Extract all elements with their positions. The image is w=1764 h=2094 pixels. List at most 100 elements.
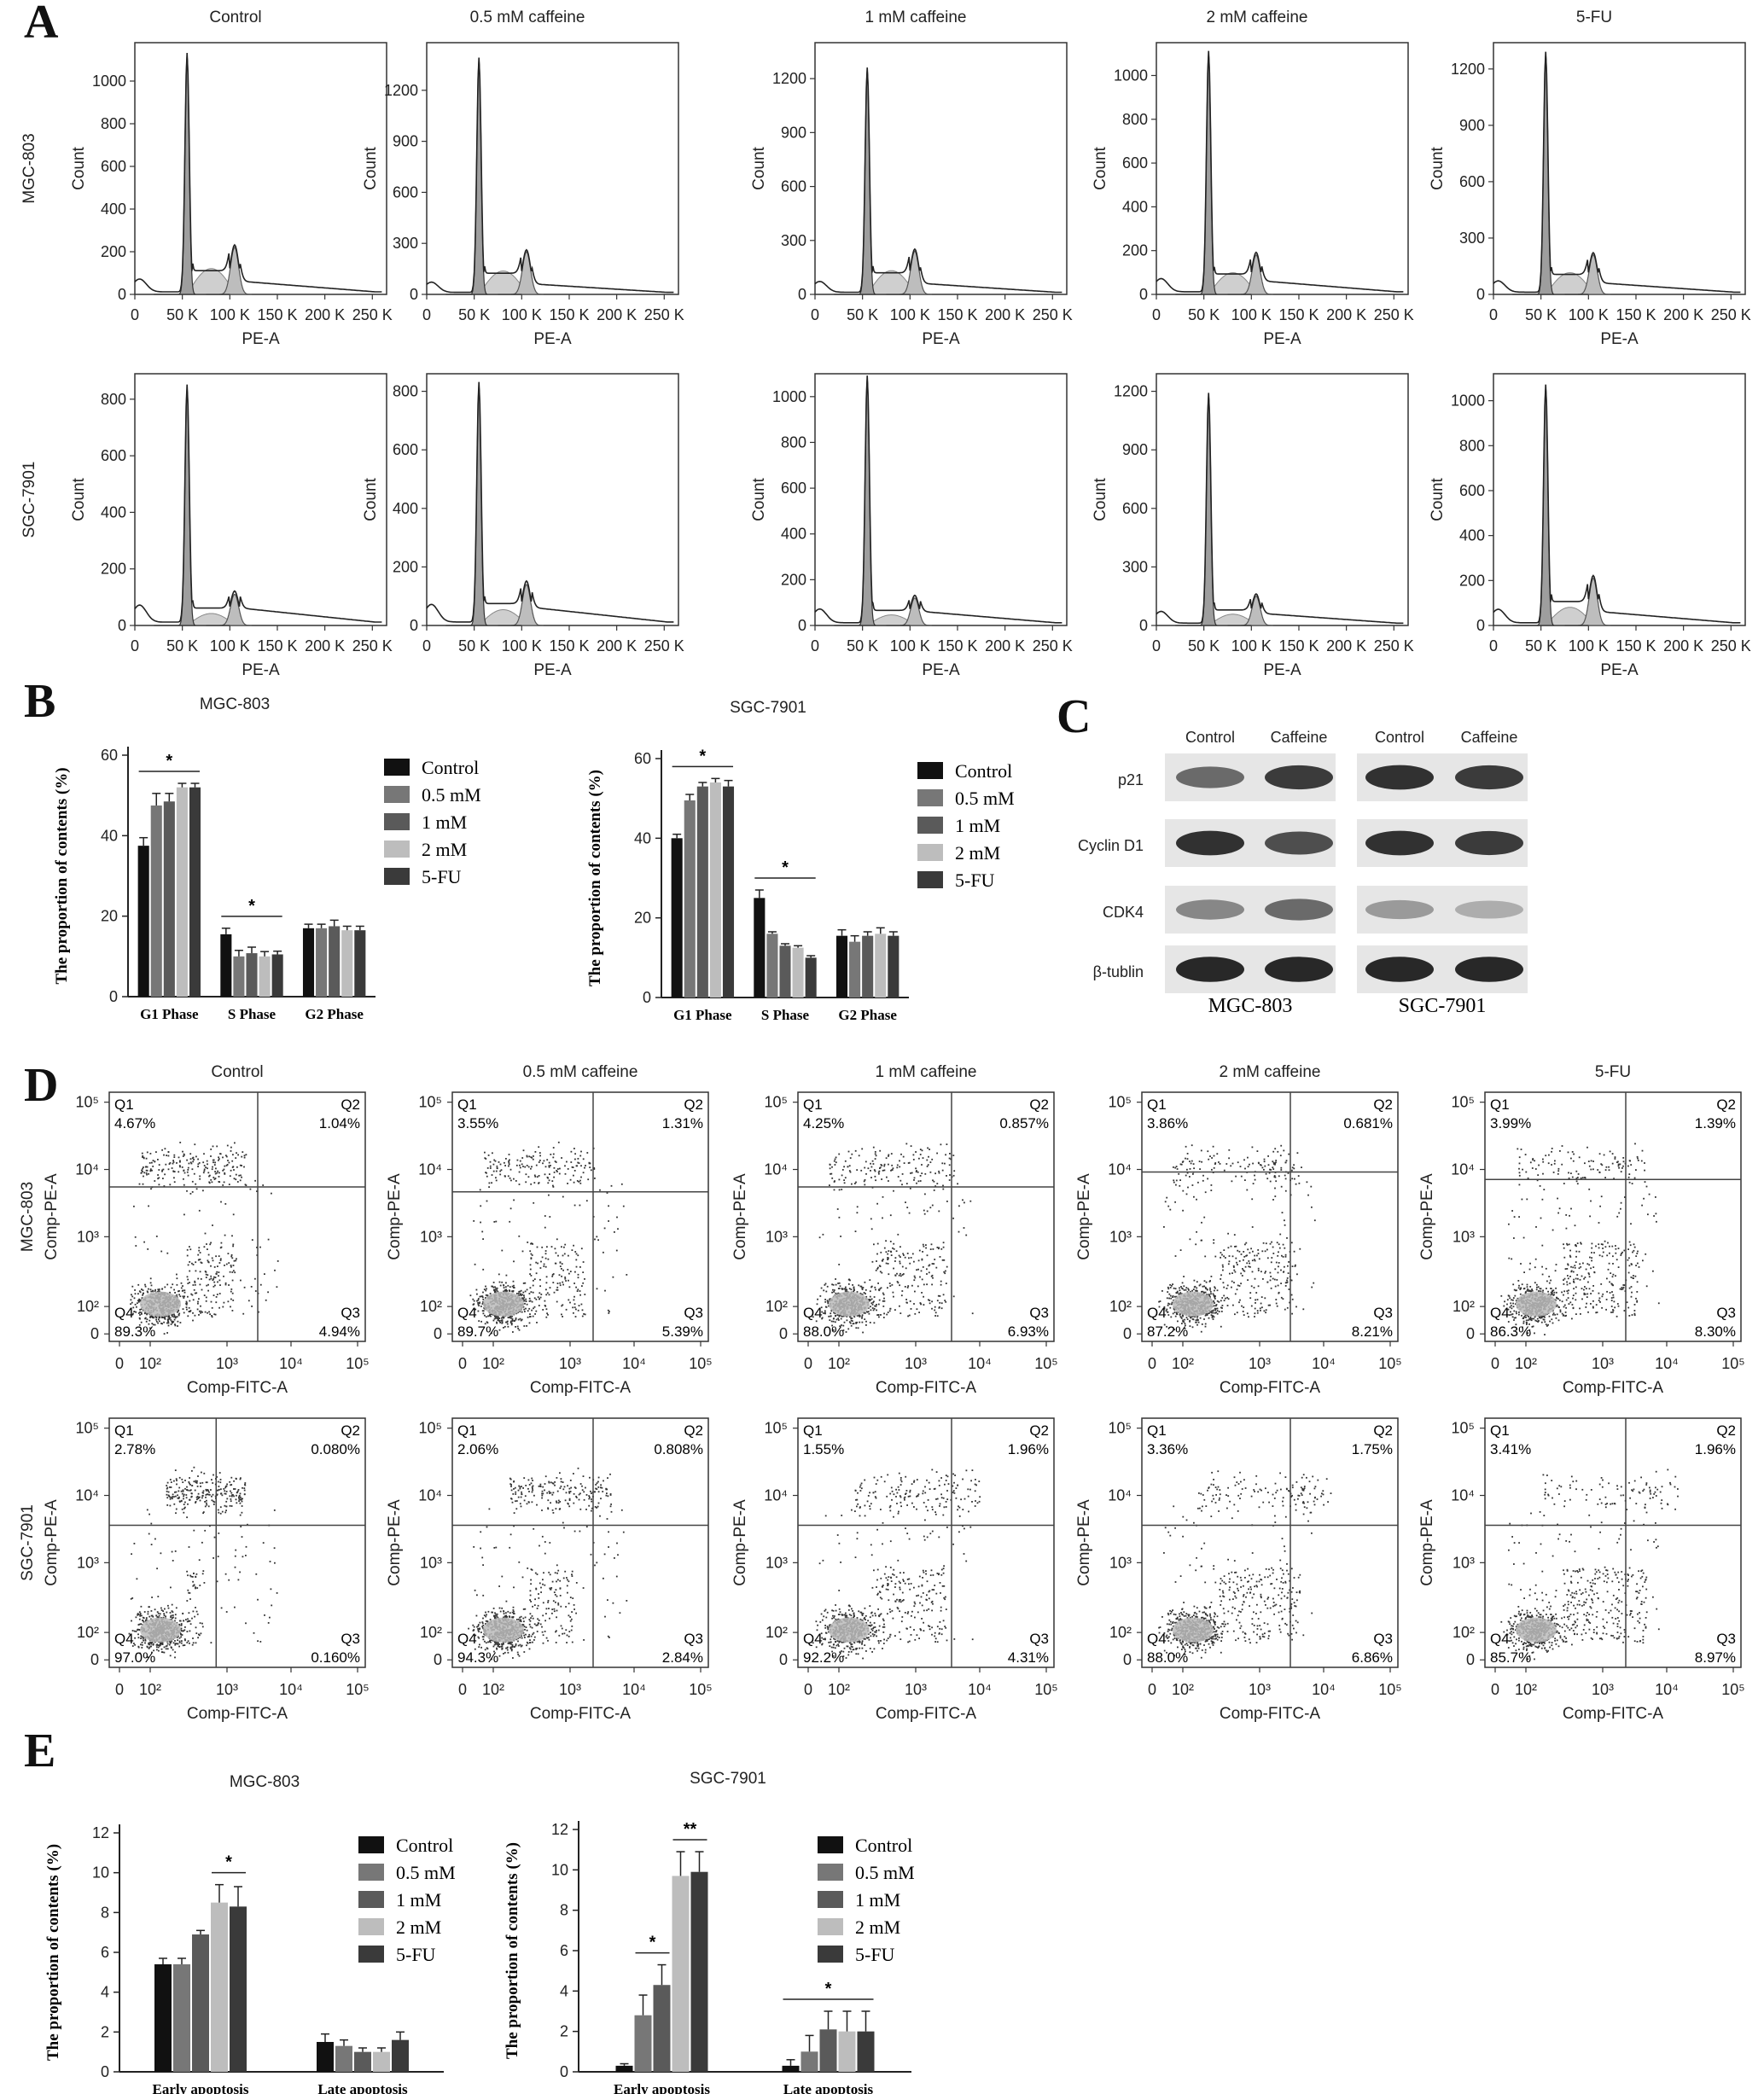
- event-dot: [1533, 1317, 1535, 1320]
- event-dot: [157, 1288, 160, 1291]
- event-dot: [921, 1258, 923, 1260]
- event-dot: [159, 1290, 160, 1293]
- event-dot: [189, 1310, 192, 1312]
- y-tick-label: 400: [781, 526, 806, 543]
- x-tick-label: 10⁴: [622, 1355, 646, 1372]
- event-dot: [564, 1172, 567, 1175]
- event-dot: [1221, 1307, 1223, 1309]
- event-dot: [152, 1166, 154, 1167]
- y-tick-label: 1200: [1114, 383, 1148, 400]
- event-dot: [500, 1169, 503, 1172]
- event-dot: [1185, 1324, 1186, 1327]
- quadrant-percent: 89.3%: [114, 1323, 155, 1340]
- event-dot: [511, 1315, 513, 1317]
- y-tick-label: 200: [393, 558, 418, 575]
- event-dot: [556, 1286, 559, 1288]
- event-dot: [254, 1179, 256, 1182]
- event-dot: [154, 1316, 156, 1317]
- x-tick-label: 50 K: [1188, 306, 1220, 323]
- event-dot: [256, 1247, 258, 1248]
- event-dot: [496, 1287, 498, 1289]
- quadrant-percent: 87.2%: [1147, 1323, 1188, 1340]
- y-tick-label: 1000: [1114, 67, 1148, 84]
- event-dot: [203, 1170, 206, 1172]
- event-dot: [840, 1317, 842, 1320]
- event-dot: [573, 1244, 574, 1247]
- x-tick-label: 10⁵: [346, 1355, 369, 1372]
- event-dot: [1556, 1304, 1558, 1306]
- event-dot: [1540, 1288, 1542, 1290]
- event-dot: [158, 1316, 160, 1318]
- event-dot: [917, 1171, 919, 1173]
- event-dot: [173, 1314, 176, 1317]
- event-dot: [149, 1282, 152, 1284]
- event-dot: [1570, 1207, 1572, 1210]
- event-dot: [1169, 1208, 1172, 1211]
- event-dot: [173, 1318, 176, 1321]
- event-dot: [494, 1291, 496, 1294]
- event-dot: [840, 1236, 841, 1237]
- event-dot: [1192, 1173, 1194, 1175]
- y-tick-label: 600: [781, 178, 806, 195]
- event-dot: [574, 1271, 576, 1273]
- x-tick-label: 150 K: [1278, 637, 1319, 654]
- x-axis-label: PE-A: [1600, 330, 1639, 348]
- event-dot: [882, 1300, 884, 1302]
- event-dot: [892, 1247, 894, 1249]
- x-tick-label: 0: [1491, 1355, 1499, 1372]
- x-axis-label: PE-A: [1263, 661, 1301, 679]
- event-dot: [227, 1300, 230, 1303]
- category-label: S Phase: [761, 1007, 810, 1023]
- y-tick-label: 200: [101, 243, 126, 260]
- event-dot: [143, 1292, 144, 1294]
- x-tick-label: 100 K: [890, 306, 930, 323]
- event-dot: [509, 1168, 512, 1171]
- event-dot: [1203, 1291, 1205, 1294]
- event-dot: [1553, 1291, 1556, 1294]
- event-dot: [139, 1314, 141, 1316]
- event-dot: [843, 1166, 845, 1168]
- event-dot: [579, 1266, 581, 1268]
- event-dot: [1512, 1283, 1515, 1286]
- event-dot: [210, 1149, 212, 1150]
- event-dot: [878, 1289, 881, 1292]
- event-dot: [556, 1300, 558, 1303]
- event-dot: [887, 1287, 888, 1289]
- event-dot: [876, 1309, 877, 1312]
- event-dot: [578, 1181, 580, 1183]
- event-dot: [137, 1300, 139, 1302]
- event-dot: [1227, 1247, 1230, 1249]
- event-dot: [178, 1313, 180, 1316]
- event-dot: [830, 1312, 832, 1315]
- event-dot: [851, 1317, 853, 1319]
- lane-label: Caffeine: [1461, 729, 1518, 746]
- event-dot: [1242, 1311, 1244, 1312]
- event-dot: [486, 1321, 488, 1323]
- event-dot: [916, 1182, 917, 1184]
- event-dot: [926, 1283, 928, 1286]
- event-dot: [194, 1292, 196, 1294]
- event-dot: [486, 1167, 489, 1169]
- event-dot: [1171, 1284, 1173, 1287]
- event-dot: [1630, 1286, 1633, 1288]
- bar: [302, 928, 315, 997]
- lane-label: Control: [1185, 729, 1235, 746]
- event-dot: [1249, 1265, 1251, 1268]
- event-dot: [1267, 1304, 1270, 1306]
- event-dot: [550, 1246, 553, 1248]
- event-dot: [195, 1270, 197, 1272]
- event-dot: [203, 1153, 205, 1155]
- event-dot: [529, 1268, 532, 1271]
- event-dot: [1597, 1169, 1599, 1171]
- event-dot: [1580, 1242, 1581, 1244]
- event-dot: [565, 1308, 568, 1311]
- event-dot: [478, 1305, 480, 1307]
- event-dot: [1195, 1321, 1197, 1323]
- event-dot: [938, 1247, 940, 1249]
- event-dot: [1551, 1164, 1552, 1166]
- event-dot: [230, 1265, 232, 1266]
- event-dot: [1238, 1285, 1241, 1287]
- legend-label: 1 mM: [955, 815, 1000, 836]
